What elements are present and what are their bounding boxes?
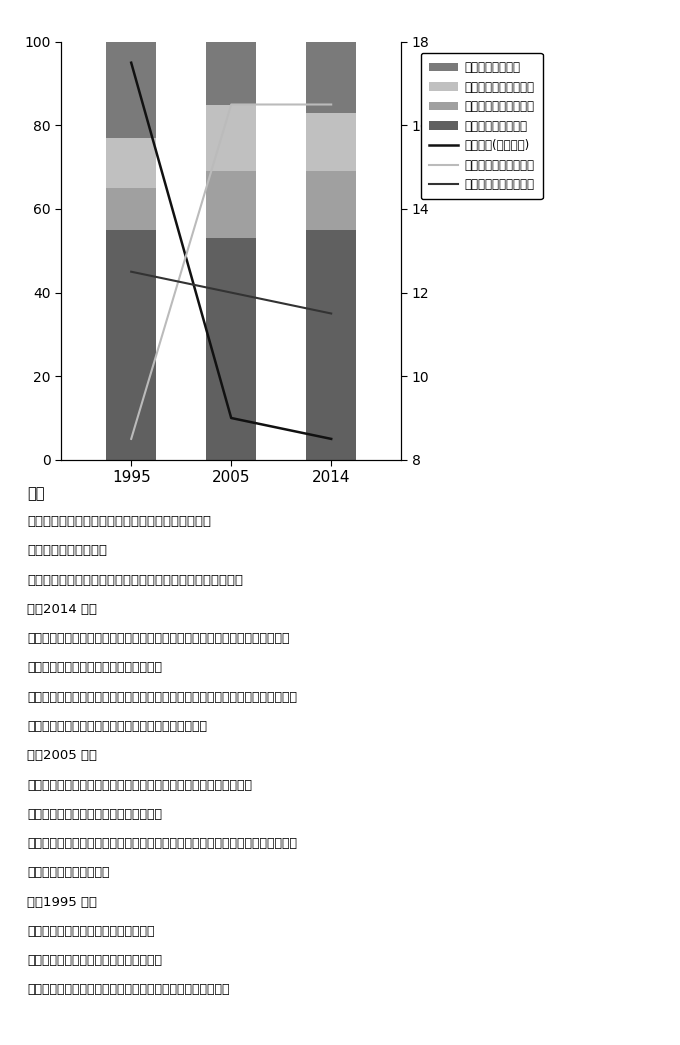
Bar bbox=[206, 104, 256, 171]
Text: 機械製造業：一般機械器具製造業、精密機械器具製造業: 機械製造業：一般機械器具製造業、精密機械器具製造業 bbox=[27, 983, 230, 996]
Bar bbox=[306, 42, 356, 113]
Text: 機械製造業：はん用機械器具製造業、生産用機械器具製造業、業務用機械器: 機械製造業：はん用機械器具製造業、生産用機械器具製造業、業務用機械器 bbox=[27, 691, 297, 703]
Text: 注釈: 注釈 bbox=[27, 486, 45, 501]
Text: 電気機械　：電子部品・デバイス・電子回路製造業、電気機械器具製造業: 電気機械 ：電子部品・デバイス・電子回路製造業、電気機械器具製造業 bbox=[27, 632, 290, 645]
Bar bbox=[206, 171, 256, 238]
Text: 輸送用機械：輸送用機械器具製造業: 輸送用機械：輸送用機械器具製造業 bbox=[27, 661, 163, 674]
Bar bbox=[206, 238, 256, 460]
Text: 具製造業、情報通信機械器具製造業: 具製造業、情報通信機械器具製造業 bbox=[27, 720, 207, 733]
Bar bbox=[306, 171, 356, 230]
Text: 電気機械　：電気機械器具製造業、電子部品・デバイス製造業: 電気機械 ：電気機械器具製造業、電子部品・デバイス製造業 bbox=[27, 779, 252, 791]
Bar bbox=[306, 230, 356, 460]
Text: 機械製造業：一般機械器具製造業、情報通信機械器具製造業、精密機械器具: 機械製造業：一般機械器具製造業、情報通信機械器具製造業、精密機械器具 bbox=[27, 837, 297, 850]
Text: 輸送用機械：輸送用機械器具製造業: 輸送用機械：輸送用機械器具製造業 bbox=[27, 808, 163, 820]
Text: 輸送用機械：輸送用機械器具製造業: 輸送用機械：輸送用機械器具製造業 bbox=[27, 954, 163, 967]
Bar bbox=[106, 188, 156, 230]
Bar bbox=[106, 42, 156, 138]
Text: 〈2014 年〉: 〈2014 年〉 bbox=[27, 603, 97, 616]
Bar bbox=[106, 138, 156, 188]
Bar bbox=[206, 42, 256, 104]
Text: ・業種区分の改定に伴う各項目の定義は下記の通りである。: ・業種区分の改定に伴う各項目の定義は下記の通りである。 bbox=[27, 574, 243, 586]
Bar bbox=[106, 230, 156, 460]
Text: ・出荷額、従業員数のいずれも製造業全体に占める: ・出荷額、従業員数のいずれも製造業全体に占める bbox=[27, 515, 211, 528]
Text: 〈1995 年〉: 〈1995 年〉 bbox=[27, 896, 97, 908]
Legend: 出荷額（その他）, 〃　　（機械製造業）, 〃　　（輸送用機械）, 〃　　（電気機械）, 従業員数(電気機械), 〃　　（輸送用機械）, 〃　　（機械製造業）: 出荷額（その他）, 〃 （機械製造業）, 〃 （輸送用機械）, 〃 （電気機械）… bbox=[421, 53, 543, 200]
Text: 〈2005 年〉: 〈2005 年〉 bbox=[27, 749, 97, 762]
Text: 製造業: 製造業 bbox=[27, 866, 109, 879]
Text: 割合を示している。: 割合を示している。 bbox=[27, 544, 107, 557]
Bar bbox=[306, 113, 356, 171]
Text: 電気機械　：電気機械器具製造業: 電気機械 ：電気機械器具製造業 bbox=[27, 925, 154, 937]
